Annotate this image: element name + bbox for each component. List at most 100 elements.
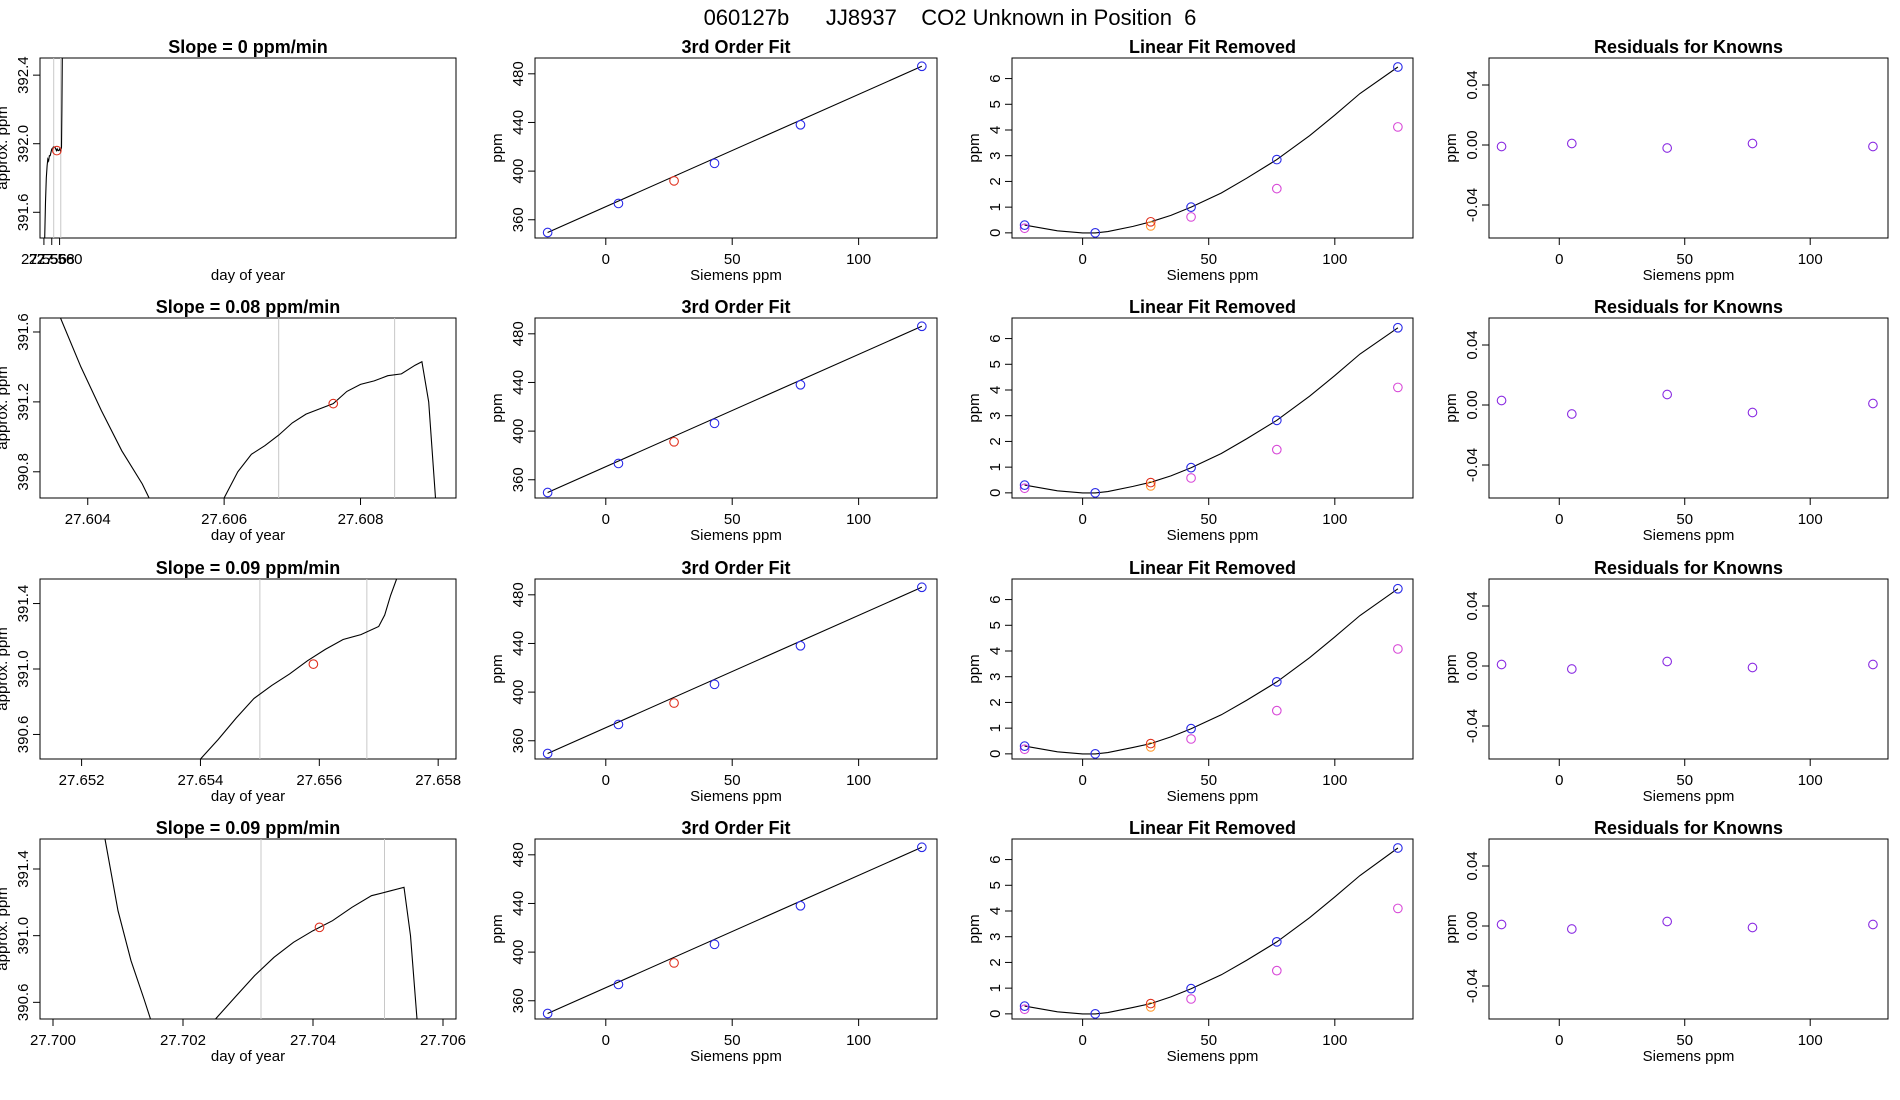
- residual-point: [1747, 407, 1758, 418]
- x-tick-label: 0: [1078, 1032, 1086, 1049]
- x-tick-label: 100: [846, 1032, 871, 1049]
- panel-r2c1: Slope = 0.08 ppm/min 27.604 27.606 27.608 39…: [0, 297, 457, 544]
- orange-point: [1145, 221, 1156, 231]
- residual-point: [1496, 395, 1507, 406]
- fit-curve: [1024, 66, 1399, 234]
- panel-r1c4: Residuals for Knowns 0 50 100 -0.04 0.00 0.04 S…: [1443, 37, 1889, 284]
- y-tick-label: 3: [987, 152, 1004, 160]
- magenta-point: [1186, 994, 1196, 1004]
- magenta-point: [1186, 734, 1196, 744]
- plot-area: [542, 61, 927, 238]
- plot-frame: [534, 838, 938, 1020]
- known-point: [613, 458, 624, 469]
- y-axis-label: ppm: [1443, 393, 1460, 422]
- x-tick-label: 50: [1200, 511, 1217, 528]
- residual-point: [1566, 664, 1577, 674]
- known-point: [542, 1008, 553, 1019]
- panel-title: Linear Fit Removed: [1129, 297, 1296, 317]
- y-axis-label: ppm: [489, 914, 506, 943]
- y-tick-label: 6: [987, 334, 1004, 342]
- y-tick-label: 440: [510, 891, 527, 916]
- magenta-point: [1271, 183, 1282, 194]
- panel-r1c3: Linear Fit Removed 0 50 100 0 1 2 3 4 5 6 Siemens p…: [966, 37, 1414, 284]
- known-point: [795, 900, 806, 911]
- panel-r4c1: Slope = 0.09 ppm/min 27.700 27.702 27.704 27…: [0, 818, 466, 1065]
- y-tick-label: 6: [987, 74, 1004, 82]
- plot-area: [1019, 583, 1403, 759]
- residual-point: [1566, 409, 1577, 419]
- y-tick-label: 0: [987, 489, 1004, 497]
- y-axis-label: ppm: [966, 133, 983, 162]
- known-point: [1019, 220, 1030, 230]
- x-tick-label: 27.606: [201, 511, 247, 528]
- x-tick-label: 100: [1798, 772, 1823, 789]
- x-tick-label: 100: [1322, 772, 1347, 789]
- unknown-point: [669, 958, 679, 968]
- y-tick-label: 392.0: [15, 125, 32, 163]
- x-tick-label: 100: [1322, 251, 1347, 268]
- fit-curve: [547, 846, 923, 1015]
- figure-title: 060127b JJ8937 CO2 Unknown in Position 6: [704, 5, 1197, 30]
- panel-title: Residuals for Knowns: [1594, 297, 1783, 317]
- unknown-average-point: [314, 922, 325, 933]
- panel-title: Slope = 0.09 ppm/min: [156, 818, 341, 838]
- known-point: [1090, 488, 1101, 498]
- known-point: [542, 487, 553, 498]
- known-point: [709, 939, 720, 950]
- unknown-point: [1145, 477, 1156, 488]
- y-tick-label: 0.04: [1464, 851, 1481, 880]
- y-tick-label: 0.00: [1464, 390, 1481, 419]
- known-point: [1186, 202, 1196, 212]
- x-tick-label: 0: [1555, 1032, 1563, 1049]
- known-point: [1186, 723, 1196, 734]
- magenta-point: [1186, 473, 1196, 483]
- panel-r2c2: 3rd Order Fit 0 50 100 360 400 440 480 Siemens p…: [489, 297, 938, 544]
- known-point: [1019, 741, 1030, 751]
- plot-frame: [1488, 838, 1889, 1020]
- plot-area: [44, 58, 63, 238]
- x-axis-label: day of year: [211, 267, 285, 284]
- unknown-point: [1145, 738, 1156, 749]
- x-axis-label: Siemens ppm: [690, 1048, 782, 1065]
- y-tick-label: 391.6: [15, 194, 32, 232]
- fit-curve: [547, 65, 923, 234]
- y-tick-label: 0.04: [1464, 70, 1481, 99]
- plot-frame: [39, 578, 457, 760]
- known-point: [1393, 843, 1403, 853]
- panel-title: Slope = 0.09 ppm/min: [156, 558, 341, 578]
- y-axis-label: ppm: [966, 654, 983, 683]
- residual-point: [1868, 141, 1878, 152]
- known-point: [542, 748, 553, 759]
- y-tick-label: 391.6: [15, 313, 32, 351]
- orange-point: [1145, 481, 1156, 491]
- y-tick-label: 390.8: [15, 453, 32, 491]
- plot-area: [1019, 322, 1403, 498]
- y-axis-label: ppm: [489, 654, 506, 683]
- x-axis-label: day of year: [211, 527, 285, 544]
- x-tick-label: 0: [1555, 772, 1563, 789]
- plot-frame: [1011, 838, 1414, 1020]
- known-point: [1019, 1001, 1030, 1011]
- unknown-point: [1145, 216, 1156, 227]
- x-axis-label: Siemens ppm: [1167, 527, 1259, 544]
- magenta-point: [1019, 483, 1030, 494]
- x-axis-label: Siemens ppm: [1643, 267, 1735, 284]
- orange-point: [1145, 742, 1156, 752]
- plot-area: [1496, 916, 1878, 934]
- x-tick-label: 0: [602, 772, 610, 789]
- known-point: [1090, 749, 1101, 759]
- y-tick-label: 1: [987, 463, 1004, 471]
- magenta-point: [1186, 212, 1196, 222]
- known-point: [1393, 62, 1403, 72]
- known-point: [916, 582, 927, 593]
- x-tick-label: 27.604: [65, 511, 111, 528]
- y-tick-label: 360: [510, 207, 527, 232]
- panel-title: 3rd Order Fit: [681, 818, 790, 838]
- panel-r1c2: 3rd Order Fit 0 50 100 360 400 440 480 Siemens p…: [489, 37, 938, 284]
- magenta-point: [1393, 382, 1403, 393]
- x-axis-label: Siemens ppm: [1167, 788, 1259, 805]
- x-tick-label: 100: [1798, 1032, 1823, 1049]
- magenta-point: [1019, 223, 1030, 234]
- x-tick-label: 100: [846, 511, 871, 528]
